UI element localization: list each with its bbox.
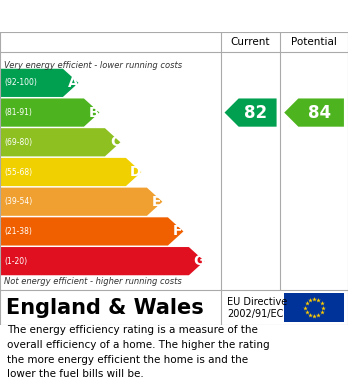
Text: C: C	[110, 135, 120, 149]
Text: Not energy efficient - higher running costs: Not energy efficient - higher running co…	[4, 277, 182, 286]
Polygon shape	[0, 188, 163, 216]
Polygon shape	[0, 128, 120, 156]
Text: (1-20): (1-20)	[4, 256, 27, 265]
Polygon shape	[0, 217, 183, 246]
Text: (81-91): (81-91)	[4, 108, 32, 117]
Text: F: F	[173, 224, 183, 239]
Text: (39-54): (39-54)	[4, 197, 32, 206]
Text: 84: 84	[308, 104, 332, 122]
Polygon shape	[224, 99, 277, 127]
Text: Current: Current	[231, 37, 270, 47]
Text: D: D	[130, 165, 142, 179]
Text: (69-80): (69-80)	[4, 138, 32, 147]
Text: The energy efficiency rating is a measure of the
overall efficiency of a home. T: The energy efficiency rating is a measur…	[7, 325, 270, 379]
Polygon shape	[0, 99, 100, 127]
Text: Very energy efficient - lower running costs: Very energy efficient - lower running co…	[4, 61, 182, 70]
Text: (21-38): (21-38)	[4, 227, 32, 236]
Text: EU Directive: EU Directive	[227, 297, 287, 307]
Text: G: G	[193, 254, 205, 268]
Text: A: A	[68, 76, 78, 90]
Polygon shape	[0, 158, 141, 186]
Text: Energy Efficiency Rating: Energy Efficiency Rating	[10, 7, 258, 25]
Text: Potential: Potential	[291, 37, 337, 47]
Text: (55-68): (55-68)	[4, 167, 32, 176]
Bar	[284, 293, 344, 322]
Polygon shape	[284, 99, 344, 127]
Text: B: B	[89, 106, 99, 120]
Text: 82: 82	[244, 104, 267, 122]
Text: 2002/91/EC: 2002/91/EC	[227, 310, 283, 319]
Text: E: E	[152, 195, 162, 209]
Polygon shape	[0, 247, 204, 275]
Text: England & Wales: England & Wales	[6, 298, 204, 317]
Text: (92-100): (92-100)	[4, 78, 37, 87]
Polygon shape	[0, 69, 78, 97]
